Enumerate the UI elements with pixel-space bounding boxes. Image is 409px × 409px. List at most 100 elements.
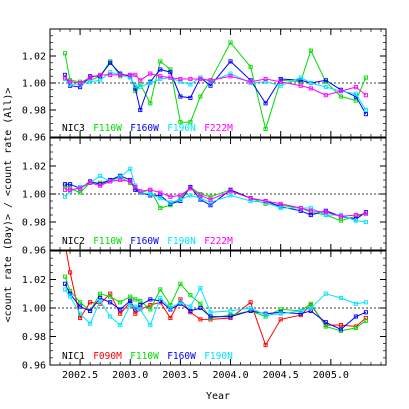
data-point xyxy=(263,342,268,348)
data-point xyxy=(208,310,213,315)
data-point xyxy=(323,320,328,325)
data-point xyxy=(78,315,83,321)
data-point xyxy=(353,314,358,319)
data-point xyxy=(323,210,328,215)
data-point xyxy=(248,305,253,311)
data-point xyxy=(88,79,93,84)
data-point xyxy=(363,107,368,113)
y-tick-label: 0.96 xyxy=(22,133,46,144)
data-point xyxy=(363,300,368,305)
data-point xyxy=(178,193,183,198)
data-point xyxy=(108,70,113,75)
data-point xyxy=(338,214,343,219)
data-point xyxy=(263,126,268,131)
data-point xyxy=(88,300,93,305)
data-point xyxy=(198,301,203,306)
series-line xyxy=(65,251,367,347)
data-point xyxy=(278,201,283,206)
data-point xyxy=(363,112,368,117)
data-point xyxy=(308,86,313,91)
data-point xyxy=(138,307,143,312)
series-f222m xyxy=(62,71,368,98)
data-point xyxy=(168,200,173,205)
data-point xyxy=(78,190,83,195)
data-point xyxy=(178,94,183,99)
legend-entry-f190n: F190N xyxy=(204,351,233,362)
y-tick-label: 1.00 xyxy=(22,79,46,90)
data-point xyxy=(198,94,203,99)
data-point xyxy=(323,78,328,83)
data-point xyxy=(88,75,93,80)
data-point xyxy=(228,189,233,194)
data-point xyxy=(128,75,133,80)
legend-entry-f190n: F190N xyxy=(167,123,196,134)
data-point xyxy=(338,94,343,99)
data-point xyxy=(108,300,113,305)
y-tick-label: 0.96 xyxy=(22,246,46,257)
data-point xyxy=(338,89,343,94)
data-point xyxy=(128,298,133,303)
legend-entry-f110w: F110W xyxy=(93,236,122,247)
data-point xyxy=(148,71,153,76)
data-point xyxy=(188,76,193,82)
data-point xyxy=(108,314,113,319)
series-line xyxy=(64,167,366,223)
data-point xyxy=(188,308,193,313)
data-point xyxy=(263,101,268,106)
data-point xyxy=(323,85,328,90)
data-point xyxy=(158,190,163,195)
data-point xyxy=(158,205,163,211)
data-point xyxy=(148,191,153,197)
y-tick-label: 1.00 xyxy=(22,304,46,315)
data-point xyxy=(338,218,343,223)
data-point xyxy=(128,179,133,184)
data-point xyxy=(178,76,183,82)
data-point xyxy=(208,314,213,319)
data-point xyxy=(118,300,123,305)
x-tick-label: 2003.5 xyxy=(162,370,198,381)
series-f160w xyxy=(62,281,368,332)
data-point xyxy=(158,59,163,64)
data-point xyxy=(118,311,123,316)
data-point xyxy=(78,311,83,316)
data-point xyxy=(68,82,73,87)
data-point xyxy=(138,82,143,87)
data-point xyxy=(88,321,93,326)
data-point xyxy=(363,75,368,80)
data-point xyxy=(88,308,93,313)
data-point xyxy=(188,120,193,125)
data-point xyxy=(158,74,163,79)
series-line xyxy=(64,276,367,332)
data-point xyxy=(118,72,123,77)
data-point xyxy=(278,79,283,84)
data-point xyxy=(128,166,133,171)
data-point xyxy=(168,75,173,80)
series-f160w xyxy=(62,59,368,117)
legend-entry-f160w: F160W xyxy=(167,351,196,362)
data-point xyxy=(138,303,143,308)
data-point xyxy=(188,82,193,87)
panel-nic2: 0.96 0.98 1.00 1.02 NIC2 F110W F160W F190N F222M xyxy=(22,137,387,257)
data-point xyxy=(62,51,68,56)
data-point xyxy=(178,120,183,125)
data-point xyxy=(353,218,358,223)
series-line xyxy=(64,73,367,96)
data-point xyxy=(228,59,233,64)
data-point xyxy=(298,205,303,211)
data-point xyxy=(308,212,313,218)
data-point xyxy=(323,93,328,98)
data-point xyxy=(323,324,328,329)
data-point xyxy=(138,189,143,194)
data-point xyxy=(263,76,268,82)
data-point xyxy=(168,70,173,75)
data-point xyxy=(78,85,83,90)
legend-entry-f222m: F222M xyxy=(204,123,233,134)
data-point xyxy=(133,184,138,190)
data-point xyxy=(278,76,283,82)
data-point xyxy=(108,60,113,65)
series-f222m xyxy=(62,177,368,219)
data-point xyxy=(363,318,368,323)
legend-entry-f090m: F090M xyxy=(93,351,122,362)
data-point xyxy=(188,193,193,198)
data-point xyxy=(353,91,358,96)
